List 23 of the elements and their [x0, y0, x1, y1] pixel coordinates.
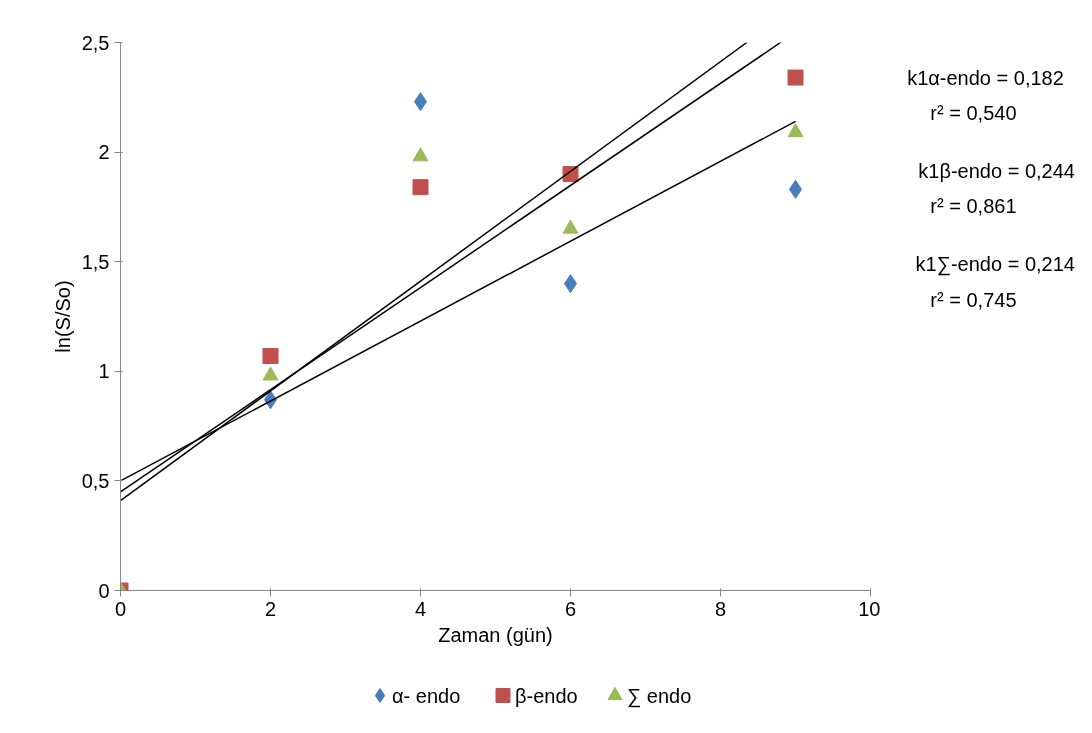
legend-label: α- endo — [392, 684, 461, 707]
legend-label: β-endo — [515, 684, 578, 707]
y-tick-label: 1 — [98, 360, 110, 383]
legend-label: ∑ endo — [627, 684, 692, 708]
text: r² = 0,861 — [930, 195, 1017, 218]
y-tick-label: 2,5 — [81, 31, 110, 54]
text: r² = 0,745 — [930, 288, 1017, 311]
x-tick-label: 10 — [858, 597, 881, 620]
x-tick-label: 8 — [714, 597, 727, 620]
x-tick-label: 4 — [414, 597, 427, 620]
y-tick-label: 0,5 — [81, 469, 110, 492]
text: k1∑-endo = 0,214 — [915, 252, 1075, 276]
y-tick-label: 2 — [98, 141, 110, 164]
x-tick-label: 2 — [264, 597, 277, 620]
y-tick-label: 1,5 — [81, 250, 110, 273]
text: k1α-endo = 0,182 — [907, 66, 1064, 89]
y-tick-label: 0 — [98, 579, 110, 602]
y-axis-title: ln(S/So) — [51, 280, 74, 353]
x-axis-title: Zaman (gün) — [438, 623, 553, 646]
text: r² = 0,540 — [930, 102, 1017, 125]
x-tick-label: 0 — [114, 597, 127, 620]
x-tick-label: 6 — [564, 597, 577, 620]
text: k1β-endo = 0,244 — [918, 159, 1075, 182]
